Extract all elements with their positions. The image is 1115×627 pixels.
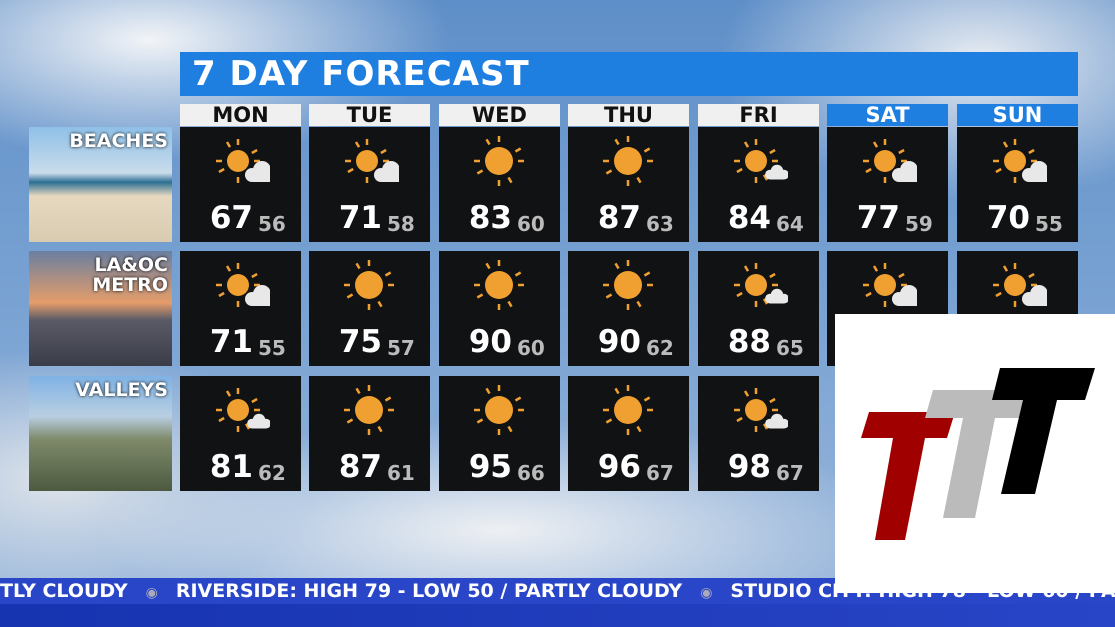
sunny-icon bbox=[603, 260, 653, 310]
high-temp: 67 bbox=[209, 200, 253, 236]
high-temp: 75 bbox=[338, 324, 382, 360]
forecast-cell: 90 62 bbox=[568, 251, 689, 366]
sunny-icon bbox=[344, 260, 394, 310]
day-header-sun: SUN bbox=[957, 104, 1078, 127]
low-temp: 57 bbox=[387, 336, 415, 360]
forecast-cell: 88 65 bbox=[698, 251, 819, 366]
high-temp: 98 bbox=[727, 449, 771, 485]
forecast-cell: 95 66 bbox=[439, 376, 560, 491]
low-temp: 67 bbox=[646, 461, 674, 485]
low-temp: 67 bbox=[776, 461, 804, 485]
forecast-cell: 75 57 bbox=[309, 251, 430, 366]
low-temp: 60 bbox=[517, 212, 545, 236]
low-temp: 55 bbox=[258, 336, 286, 360]
day-header-mon: MON bbox=[180, 104, 301, 127]
logo-black-t bbox=[992, 368, 1095, 494]
low-temp: 64 bbox=[776, 212, 804, 236]
forecast-title: 7 DAY FORECAST bbox=[180, 52, 1078, 96]
high-temp: 88 bbox=[727, 324, 771, 360]
forecast-cell: 96 67 bbox=[568, 376, 689, 491]
sunny-icon bbox=[474, 136, 524, 186]
high-temp: 81 bbox=[209, 449, 253, 485]
high-temp: 90 bbox=[468, 324, 512, 360]
region-label: BEACHES bbox=[69, 130, 168, 152]
low-temp: 55 bbox=[1035, 212, 1063, 236]
ticker-item: RIVERSIDE: HIGH 79 - LOW 50 / PARTLY CLO… bbox=[175, 580, 683, 602]
low-temp: 62 bbox=[646, 336, 674, 360]
high-temp: 84 bbox=[727, 200, 771, 236]
logo-gray-t bbox=[925, 390, 1030, 518]
forecast-cell: 77 59 bbox=[827, 127, 948, 242]
day-header-sat: SAT bbox=[827, 104, 948, 127]
cbs-eye-icon: ◉ bbox=[700, 585, 713, 601]
low-temp: 66 bbox=[517, 461, 545, 485]
day-header-fri: FRI bbox=[698, 104, 819, 127]
region-0-photo: BEACHES bbox=[29, 127, 172, 242]
forecast-cell: 71 58 bbox=[309, 127, 430, 242]
high-temp: 70 bbox=[986, 200, 1030, 236]
high-temp: 87 bbox=[597, 200, 641, 236]
day-header-thu: THU bbox=[568, 104, 689, 127]
partly-cloudy-icon bbox=[993, 263, 1047, 307]
high-temp: 95 bbox=[468, 449, 512, 485]
partly-cloudy-icon bbox=[993, 139, 1047, 183]
forecast-cell: 67 56 bbox=[180, 127, 301, 242]
sunny-icon bbox=[474, 385, 524, 435]
low-temp: 58 bbox=[387, 212, 415, 236]
sunny-icon bbox=[474, 260, 524, 310]
forecast-cell: 83 60 bbox=[439, 127, 560, 242]
forecast-cell: 71 55 bbox=[180, 251, 301, 366]
sunny-icon bbox=[344, 385, 394, 435]
cbs-eye-icon: ◉ bbox=[145, 585, 158, 601]
forecast-cell: 70 55 bbox=[957, 127, 1078, 242]
mostly-sunny-icon bbox=[734, 263, 788, 307]
high-temp: 96 bbox=[597, 449, 641, 485]
low-temp: 60 bbox=[517, 336, 545, 360]
ttt-logo bbox=[835, 314, 1115, 593]
day-header-wed: WED bbox=[439, 104, 560, 127]
lower-band bbox=[0, 604, 1115, 627]
region-1-photo: LA&OC METRO bbox=[29, 251, 172, 366]
partly-cloudy-icon bbox=[863, 263, 917, 307]
sunny-icon bbox=[603, 136, 653, 186]
mostly-sunny-icon bbox=[216, 388, 270, 432]
low-temp: 59 bbox=[905, 212, 933, 236]
low-temp: 65 bbox=[776, 336, 804, 360]
low-temp: 61 bbox=[387, 461, 415, 485]
partly-cloudy-icon bbox=[345, 139, 399, 183]
high-temp: 90 bbox=[597, 324, 641, 360]
forecast-cell: 84 64 bbox=[698, 127, 819, 242]
high-temp: 71 bbox=[338, 200, 382, 236]
day-header-tue: TUE bbox=[309, 104, 430, 127]
high-temp: 71 bbox=[209, 324, 253, 360]
partly-cloudy-icon bbox=[216, 139, 270, 183]
high-temp: 83 bbox=[468, 200, 512, 236]
region-2-photo: VALLEYS bbox=[29, 376, 172, 491]
high-temp: 87 bbox=[338, 449, 382, 485]
low-temp: 63 bbox=[646, 212, 674, 236]
region-label: VALLEYS bbox=[75, 379, 168, 401]
ticker-item: TLY CLOUDY bbox=[0, 580, 128, 602]
high-temp: 77 bbox=[856, 200, 900, 236]
forecast-cell: 87 63 bbox=[568, 127, 689, 242]
mostly-sunny-icon bbox=[734, 139, 788, 183]
partly-cloudy-icon bbox=[863, 139, 917, 183]
forecast-cell: 90 60 bbox=[439, 251, 560, 366]
forecast-cell: 87 61 bbox=[309, 376, 430, 491]
logo-red-t bbox=[861, 412, 955, 540]
low-temp: 62 bbox=[258, 461, 286, 485]
partly-cloudy-icon bbox=[216, 263, 270, 307]
mostly-sunny-icon bbox=[734, 388, 788, 432]
region-label: LA&OC METRO bbox=[92, 254, 168, 296]
forecast-cell: 81 62 bbox=[180, 376, 301, 491]
forecast-cell: 98 67 bbox=[698, 376, 819, 491]
low-temp: 56 bbox=[258, 212, 286, 236]
sunny-icon bbox=[603, 385, 653, 435]
